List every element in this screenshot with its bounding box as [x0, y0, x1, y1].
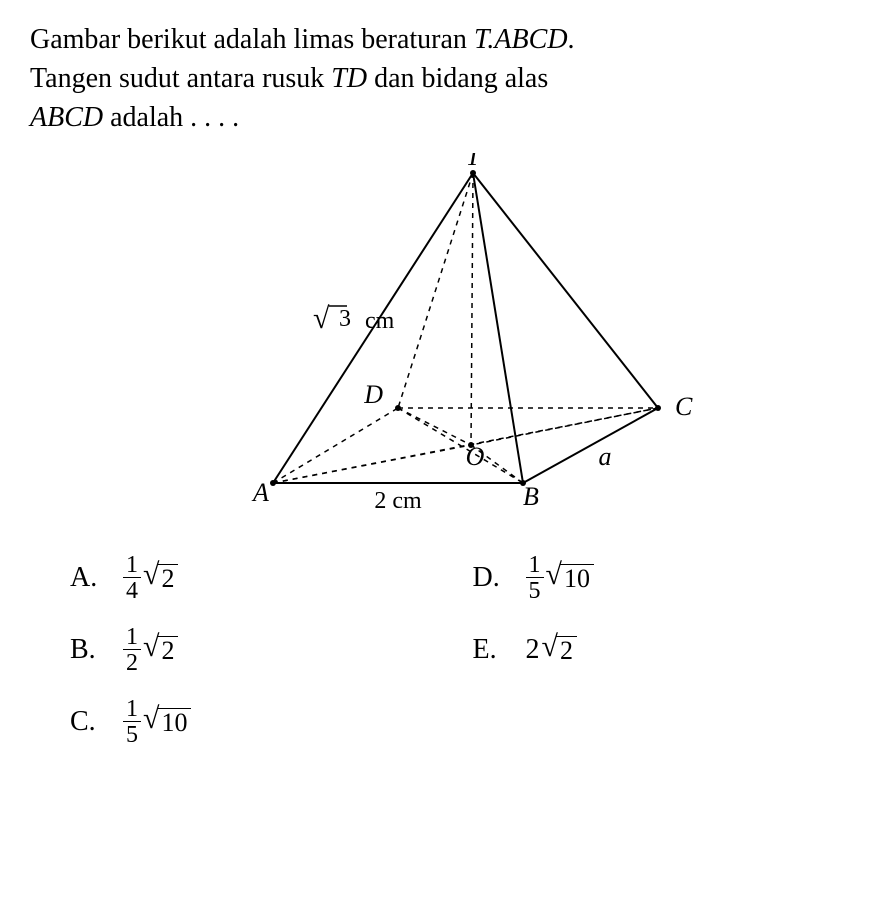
answer-D-letter: D. [473, 562, 508, 594]
answer-B-rad: 2 [157, 636, 178, 666]
svg-text:D: D [363, 380, 383, 409]
answer-A-rad: 2 [157, 564, 178, 594]
answer-C-num: 1 [123, 697, 141, 721]
answer-A-frac: 1 4 [123, 553, 141, 603]
question-text: Gambar berikut adalah limas beraturan T.… [30, 20, 855, 138]
svg-text:C: C [675, 392, 693, 421]
answer-C-letter: C. [70, 706, 105, 738]
answer-E-coef: 2 [526, 634, 540, 666]
answer-E-value: 2 √ 2 [526, 634, 577, 666]
answer-D-frac: 1 5 [526, 553, 544, 603]
answer-E-rad: 2 [556, 636, 577, 666]
svg-text:B: B [523, 482, 539, 511]
svg-text:cm: cm [365, 308, 395, 334]
answer-D-num: 1 [526, 553, 544, 577]
answer-A-num: 1 [123, 553, 141, 577]
q-line2-mid: dan bidang alas [367, 63, 548, 94]
answer-D-value: 1 5 √ 10 [526, 553, 594, 603]
q-line3-suffix: adalah . . . . [103, 102, 239, 133]
svg-text:O: O [465, 442, 484, 471]
answer-C-frac: 1 5 [123, 697, 141, 747]
answer-D-rad: 10 [560, 564, 594, 594]
q-line1-suffix: . [568, 24, 575, 55]
svg-text:3: 3 [339, 306, 351, 332]
answer-E-letter: E. [473, 634, 508, 666]
answer-D: D. 1 5 √ 10 [473, 553, 816, 603]
answer-C-value: 1 5 √ 10 [123, 697, 191, 747]
answer-C-den: 5 [123, 721, 141, 747]
answer-B-num: 1 [123, 625, 141, 649]
answer-D-den: 5 [526, 577, 544, 603]
answer-B-den: 2 [123, 649, 141, 675]
answer-list: A. 1 4 √ 2 D. 1 5 √ 10 B. [30, 553, 855, 747]
answer-C-sqrt: √ 10 [143, 706, 191, 738]
svg-text:A: A [251, 478, 269, 507]
q-line2-prefix: Tangen sudut antara rusuk [30, 63, 331, 94]
answer-B: B. 1 2 √ 2 [70, 625, 413, 675]
q-line2-italic: TD [331, 63, 367, 94]
answer-A-value: 1 4 √ 2 [123, 553, 178, 603]
pyramid-diagram: T A B C D Oa √ 3 cm 2 cm [30, 153, 855, 533]
answer-C-rad: 10 [157, 708, 191, 738]
answer-E: E. 2 √ 2 [473, 625, 816, 675]
svg-text:a: a [598, 442, 611, 471]
answer-A-den: 4 [123, 577, 141, 603]
answer-B-sqrt: √ 2 [143, 634, 178, 666]
answer-C: C. 1 5 √ 10 [70, 697, 413, 747]
answer-B-frac: 1 2 [123, 625, 141, 675]
answer-E-sqrt: √ 2 [542, 634, 577, 666]
svg-text:√: √ [313, 302, 330, 335]
answer-A: A. 1 4 √ 2 [70, 553, 413, 603]
pyramid-svg: T A B C D Oa √ 3 cm 2 cm [183, 153, 703, 533]
svg-text:2 cm: 2 cm [374, 488, 422, 514]
answer-B-value: 1 2 √ 2 [123, 625, 178, 675]
answer-D-sqrt: √ 10 [546, 562, 594, 594]
svg-text:T: T [465, 153, 481, 171]
answer-B-letter: B. [70, 634, 105, 666]
answer-A-letter: A. [70, 562, 105, 594]
answer-A-sqrt: √ 2 [143, 562, 178, 594]
q-line1-italic: T.ABCD [474, 24, 568, 55]
q-line1-prefix: Gambar berikut adalah limas beraturan [30, 24, 474, 55]
q-line3-italic: ABCD [30, 102, 103, 133]
